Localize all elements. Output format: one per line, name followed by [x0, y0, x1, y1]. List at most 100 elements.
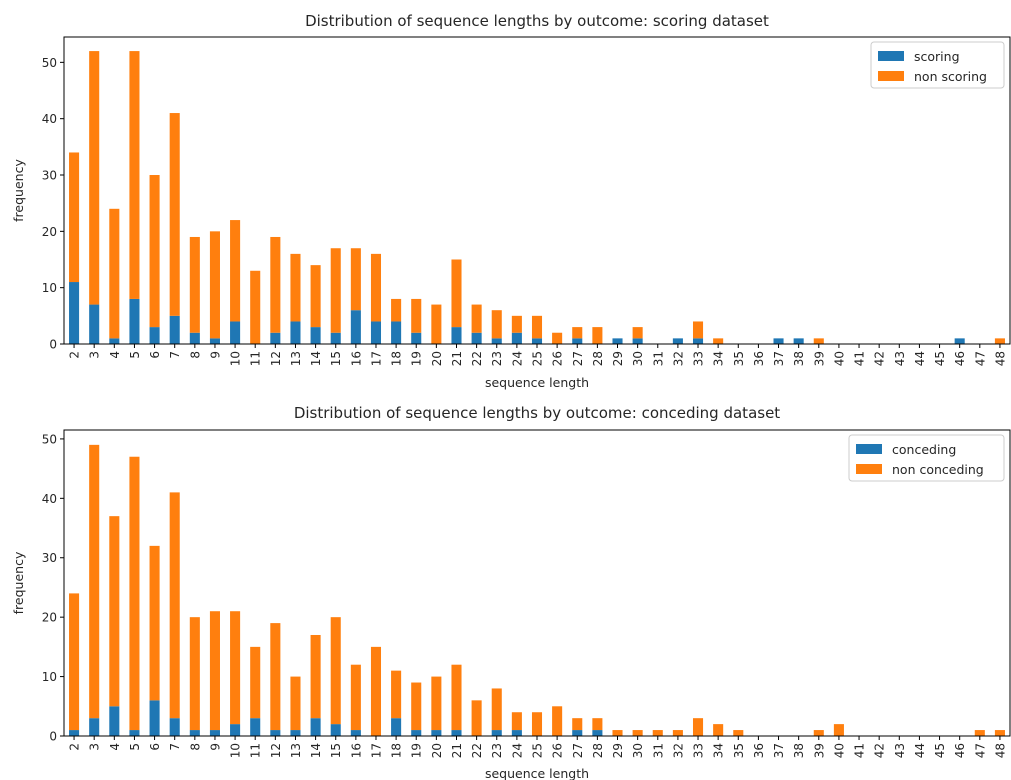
bar-non-conceding-28 [592, 718, 603, 731]
bar-non-scoring-3 [89, 51, 100, 305]
bar-scoring-32 [672, 338, 683, 344]
x-tick-label: 45 [933, 351, 947, 366]
x-tick-label: 20 [430, 351, 444, 366]
y-tick-label: 40 [42, 112, 57, 126]
x-tick-label: 47 [973, 351, 987, 366]
bar-non-scoring-10 [230, 220, 241, 322]
bar-scoring-46 [954, 338, 965, 344]
x-tick-label: 6 [148, 743, 162, 751]
x-tick-label: 21 [450, 351, 464, 366]
bar-scoring-3 [89, 304, 100, 344]
bar-non-scoring-48 [994, 338, 1005, 344]
y-tick-label: 40 [42, 492, 57, 506]
bar-non-conceding-7 [169, 492, 180, 719]
x-tick-label: 48 [993, 351, 1007, 366]
x-tick-label: 11 [249, 743, 263, 758]
bar-non-conceding-10 [230, 611, 241, 725]
bar-non-scoring-12 [270, 236, 281, 333]
bar-non-conceding-31 [652, 730, 663, 736]
bar-non-scoring-23 [491, 310, 502, 339]
y-tick-label: 50 [42, 432, 57, 446]
x-tick-label: 19 [410, 351, 424, 366]
x-tick-label: 35 [732, 743, 746, 758]
bar-non-conceding-17 [370, 646, 382, 736]
x-tick-label: 17 [369, 351, 383, 366]
x-tick-label: 9 [208, 743, 222, 751]
x-tick-label: 15 [329, 351, 343, 366]
x-tick-label: 22 [470, 743, 484, 758]
x-tick-label: 5 [128, 351, 142, 359]
bar-conceding-16 [350, 730, 361, 736]
bar-scoring-33 [692, 338, 704, 344]
bar-scoring-17 [370, 321, 382, 344]
bar-non-scoring-26 [552, 332, 563, 344]
bar-conceding-5 [129, 730, 140, 736]
legend-swatch [878, 71, 904, 81]
bar-scoring-9 [209, 338, 220, 344]
x-tick-label: 18 [390, 351, 404, 366]
bar-scoring-29 [612, 338, 623, 344]
y-tick-label: 0 [49, 730, 57, 744]
x-tick-label: 19 [410, 743, 424, 758]
bar-conceding-18 [391, 718, 402, 736]
x-tick-label: 21 [450, 743, 464, 758]
bar-conceding-28 [592, 730, 603, 736]
bar-scoring-18 [391, 321, 402, 344]
bar-non-conceding-39 [813, 730, 824, 736]
x-tick-label: 25 [531, 351, 545, 366]
bar-non-conceding-3 [89, 444, 100, 719]
bar-non-conceding-29 [612, 730, 623, 736]
bar-conceding-12 [270, 730, 281, 736]
y-tick-label: 50 [42, 56, 57, 70]
x-tick-label: 14 [309, 743, 323, 758]
legend: scoring non scoring [870, 41, 1005, 89]
bar-conceding-21 [451, 730, 462, 736]
bar-scoring-4 [109, 338, 120, 344]
bar-non-conceding-32 [672, 730, 683, 736]
x-tick-label: 15 [329, 743, 343, 758]
bar-non-conceding-5 [129, 456, 140, 731]
bars [69, 444, 1005, 736]
x-tick-label: 31 [651, 351, 665, 366]
x-tick-label: 31 [651, 743, 665, 758]
bar-scoring-13 [290, 321, 301, 344]
bar-scoring-6 [149, 327, 160, 344]
x-tick-label: 11 [249, 351, 263, 366]
legend-swatch [856, 464, 882, 474]
bar-conceding-2 [69, 730, 80, 736]
bar-non-scoring-7 [169, 113, 180, 316]
chart-2: Distribution of sequence lengths by outc… [11, 404, 1011, 780]
bar-scoring-5 [129, 298, 140, 344]
y-tick-label: 0 [49, 338, 57, 352]
x-tick-label: 38 [792, 351, 806, 366]
bar-non-scoring-22 [471, 304, 482, 333]
chart-1: Distribution of sequence lengths by outc… [11, 12, 1011, 390]
y-axis-label: frequency [11, 159, 26, 222]
x-tick-label: 7 [168, 743, 182, 751]
x-tick-label: 18 [390, 743, 404, 758]
x-tick-label: 13 [289, 743, 303, 758]
legend-box [848, 434, 1005, 482]
x-tick-label: 42 [873, 351, 887, 366]
x-tick-label: 44 [913, 351, 927, 366]
bar-scoring-2 [69, 282, 80, 344]
x-tick-label: 32 [671, 743, 685, 758]
bar-non-conceding-24 [511, 712, 522, 731]
bar-non-scoring-19 [411, 298, 422, 333]
bar-conceding-9 [209, 730, 220, 736]
bar-non-conceding-27 [572, 718, 583, 731]
bar-non-conceding-13 [290, 676, 301, 731]
x-tick-label: 16 [349, 351, 363, 366]
bar-non-scoring-18 [391, 298, 402, 322]
x-tick-label: 5 [128, 743, 142, 751]
bar-scoring-22 [471, 332, 482, 344]
bar-non-conceding-8 [189, 617, 200, 731]
bar-non-scoring-2 [69, 152, 80, 283]
bar-non-conceding-48 [994, 730, 1005, 736]
x-tick-label: 8 [188, 351, 202, 359]
x-tick-label: 40 [832, 743, 846, 758]
bar-non-scoring-34 [713, 338, 724, 344]
bar-scoring-27 [572, 338, 583, 344]
x-tick-label: 48 [993, 743, 1007, 758]
